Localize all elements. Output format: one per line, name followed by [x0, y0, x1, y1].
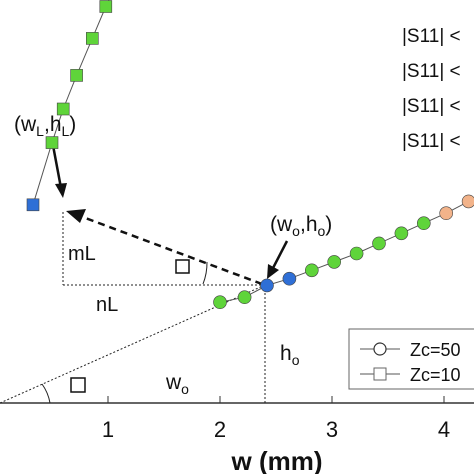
data-point-circle — [461, 194, 474, 209]
series-square-line — [32, 0, 110, 205]
s11-legend: |S11| < |S11| < |S11| < |S11| < — [402, 26, 461, 152]
point-wo-label: (wo,ho) — [270, 213, 332, 239]
legend-marker-square — [373, 367, 387, 381]
data-point-circle — [327, 255, 342, 269]
angle-arc-upper — [202, 261, 208, 285]
data-point-square — [99, 0, 113, 13]
data-point-circle — [260, 278, 274, 293]
data-point-circle — [349, 246, 364, 261]
dashed-arrow-line — [79, 214, 263, 286]
data-point-circle — [237, 290, 252, 305]
x-tick-label-4: 4 — [438, 417, 450, 442]
data-point-square — [56, 102, 70, 116]
data-point-circle — [213, 295, 227, 310]
data-point-circle — [439, 206, 454, 220]
data-point-circle — [304, 263, 319, 278]
legend-marker-circle — [373, 342, 387, 356]
nl-label: nL — [96, 294, 118, 316]
angle-box-lower — [70, 377, 86, 393]
point-wl-label: (wL,hL) — [14, 113, 76, 139]
marker-legend: Zc=50 Zc=10 — [348, 328, 474, 390]
ml-label: mL — [68, 243, 96, 265]
data-point-circle — [394, 226, 409, 241]
s11-legend-entry: |S11| < — [402, 26, 461, 47]
wo-label: wo — [165, 371, 189, 397]
construction-lines — [0, 139, 289, 404]
angle-box-upper — [175, 259, 190, 274]
x-tick-label-2: 2 — [214, 417, 226, 442]
legend-label-circle: Zc=50 — [410, 340, 461, 360]
data-point-square — [26, 198, 40, 212]
x-ticks: 1 2 3 4 — [102, 396, 450, 442]
annotation-arrow-wo — [270, 240, 289, 271]
annotation-arrow-wo-head — [267, 264, 279, 279]
x-tick-label-1: 1 — [102, 417, 114, 442]
s11-legend-entry: |S11| < — [402, 131, 461, 152]
legend-label-square: Zc=10 — [410, 365, 461, 385]
annotation-arrow-wl-head — [55, 183, 67, 198]
data-point-square — [45, 136, 59, 149]
series-circle-line — [219, 200, 469, 303]
data-point-circle — [416, 216, 431, 230]
x-tick-label-3: 3 — [326, 417, 338, 442]
x-axis-label: w (mm) — [231, 446, 323, 474]
data-point-square — [86, 32, 99, 45]
marker-legend-frame — [348, 328, 474, 390]
angle-arc-lower — [41, 383, 51, 404]
s11-legend-entry: |S11| < — [402, 61, 461, 82]
data-points — [26, 0, 474, 310]
dashed-arrow-head — [66, 209, 86, 223]
s11-legend-entry: |S11| < — [402, 96, 461, 117]
data-point-circle — [372, 236, 386, 251]
data-point-circle — [282, 271, 297, 286]
data-point-square — [70, 69, 83, 82]
ho-label: ho — [280, 342, 300, 368]
